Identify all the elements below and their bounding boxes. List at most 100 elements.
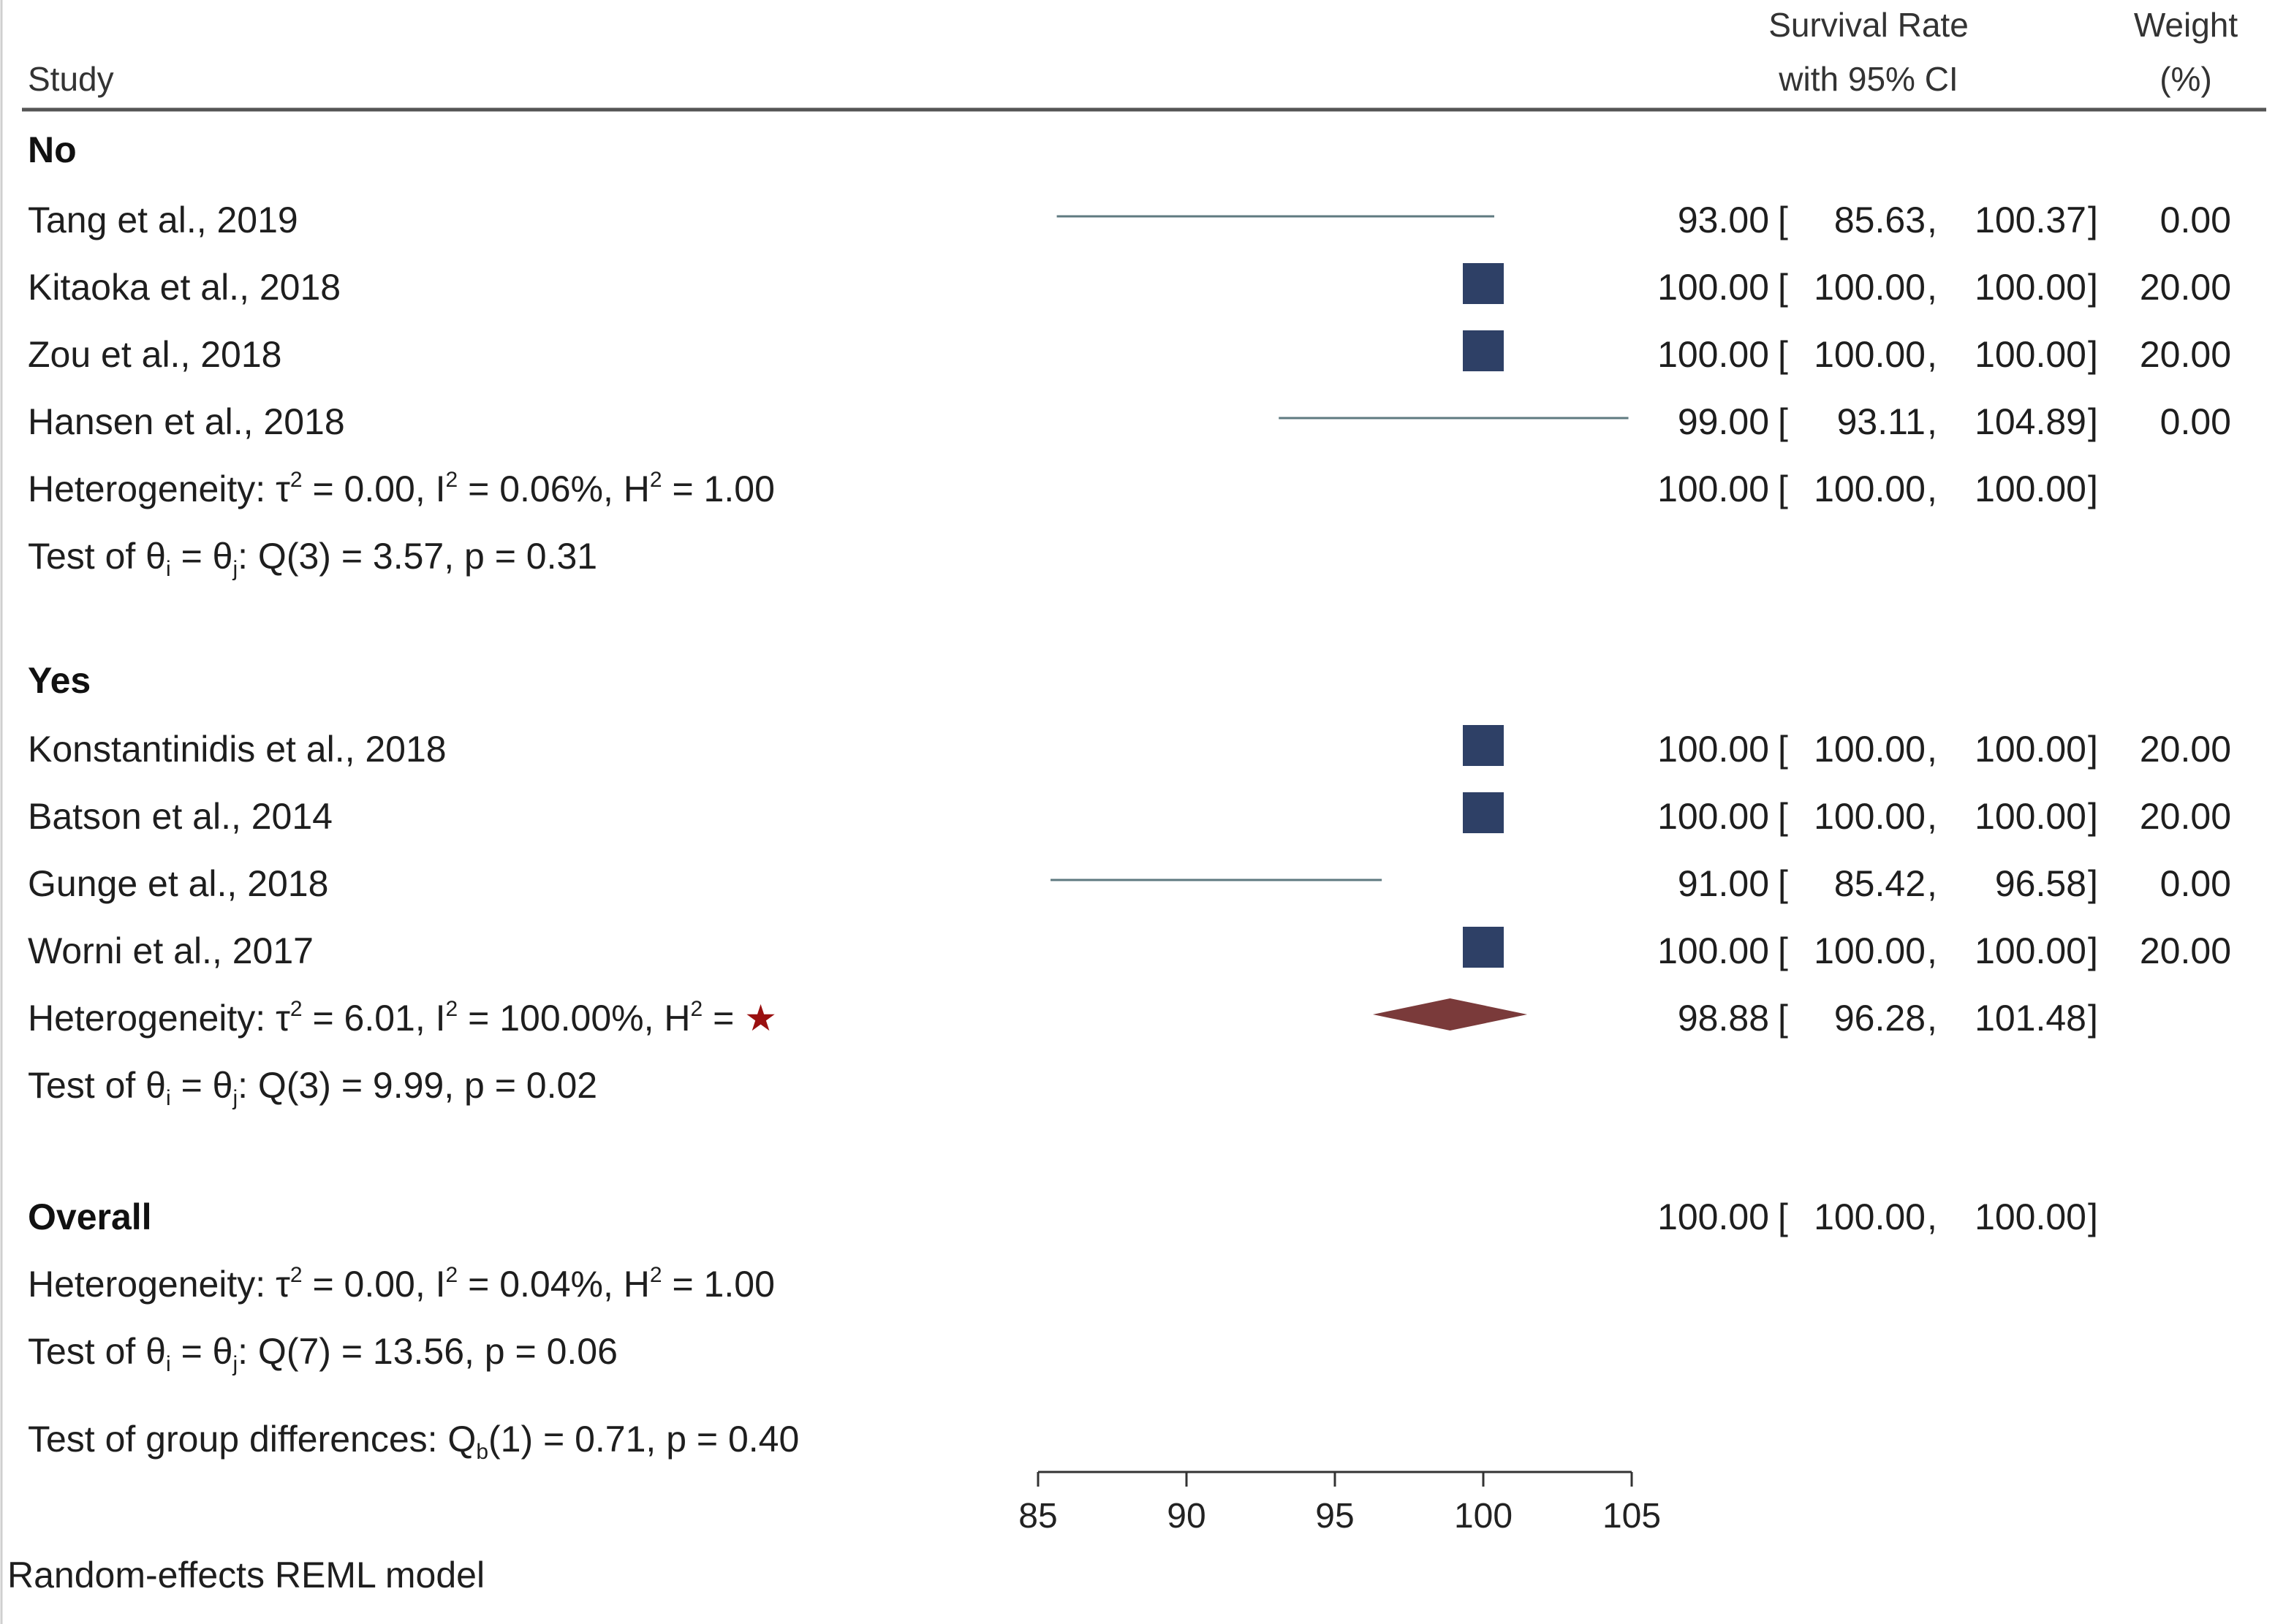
subtotal-diamond	[1372, 998, 1528, 1031]
subtotal-ci-low: 96.28	[1834, 998, 1926, 1039]
study-ci-comma: ,	[1927, 930, 1937, 971]
study-ci-open: [	[1778, 729, 1788, 770]
study-ci-low: 100.00	[1814, 930, 1926, 971]
study-ci-open: [	[1778, 930, 1788, 971]
study-ci-close: ]	[2088, 796, 2098, 837]
subtotal-estimate: 100.00	[1657, 468, 1769, 509]
study-marker-square	[1463, 263, 1504, 304]
x-tick-label: 90	[1167, 1497, 1205, 1536]
study-name: Hansen et al., 2018	[28, 401, 345, 442]
study-ci-high: 100.00	[1975, 334, 2086, 375]
x-tick-label: 95	[1315, 1497, 1354, 1536]
header-weight-unit: (%)	[2159, 60, 2212, 98]
study-ci-comma: ,	[1927, 334, 1937, 375]
subtotal-ci-open: [	[1778, 998, 1788, 1039]
group-label-no: No	[28, 129, 77, 170]
study-ci-comma: ,	[1927, 267, 1937, 308]
study-ci-comma: ,	[1927, 863, 1937, 904]
study-ci-close: ]	[2088, 267, 2098, 308]
study-ci-low: 100.00	[1814, 334, 1926, 375]
study-row: Tang et al., 2019 93.00 [ 85.63 , 100.37…	[28, 200, 2231, 240]
x-tick-label: 85	[1018, 1497, 1057, 1536]
subtotal-ci-low: 100.00	[1814, 468, 1926, 509]
header-ci: with 95% CI	[1778, 60, 1958, 98]
study-ci-high: 104.89	[1975, 401, 2086, 442]
study-row: Gunge et al., 2018 91.00 [ 85.42 , 96.58…	[28, 863, 2231, 904]
overall-ci-high: 100.00	[1975, 1196, 2086, 1237]
study-ci-open: [	[1778, 863, 1788, 904]
study-ci-low: 100.00	[1814, 729, 1926, 770]
study-name: Kitaoka et al., 2018	[28, 267, 341, 308]
study-estimate: 100.00	[1657, 796, 1769, 837]
study-estimate: 100.00	[1657, 729, 1769, 770]
overall-homogeneity-test: Test of θi = θj: Q(7) = 13.56, p = 0.06	[28, 1331, 618, 1376]
study-ci-high: 100.00	[1975, 729, 2086, 770]
study-estimate: 99.00	[1678, 401, 1769, 442]
study-ci-low: 85.63	[1834, 200, 1926, 240]
homogeneity-test: Test of θi = θj: Q(3) = 9.99, p = 0.02	[28, 1065, 597, 1110]
heterogeneity-stat: Heterogeneity: τ2 = 0.00, I2 = 0.06%, H2…	[28, 468, 775, 509]
study-name: Gunge et al., 2018	[28, 863, 328, 904]
subtotal-estimate: 98.88	[1678, 998, 1769, 1039]
study-marker-square	[1463, 330, 1504, 371]
overall-ci-open: [	[1778, 1196, 1788, 1237]
study-ci-low: 85.42	[1834, 863, 1926, 904]
study-ci-open: [	[1778, 334, 1788, 375]
study-ci-close: ]	[2088, 334, 2098, 375]
study-weight: 20.00	[2140, 334, 2231, 375]
subtotal-ci-high: 100.00	[1975, 468, 2086, 509]
overall-values: 100.00 [ 100.00 , 100.00 ]	[1657, 1196, 2098, 1237]
study-ci-open: [	[1778, 796, 1788, 837]
study-row: Kitaoka et al., 2018 100.00 [ 100.00 , 1…	[28, 267, 2231, 308]
study-estimate: 100.00	[1657, 334, 1769, 375]
group-label-overall: Overall	[28, 1196, 152, 1237]
study-ci-open: [	[1778, 267, 1788, 308]
study-name: Batson et al., 2014	[28, 796, 333, 837]
study-estimate: 93.00	[1678, 200, 1769, 240]
overall-ci-low: 100.00	[1814, 1196, 1926, 1237]
subtotal-ci-open: [	[1778, 468, 1788, 509]
study-name: Worni et al., 2017	[28, 930, 314, 971]
study-marker-square	[1463, 792, 1504, 833]
study-ci-close: ]	[2088, 401, 2098, 442]
x-tick-label: 100	[1454, 1497, 1513, 1536]
subtotal-ci-comma: ,	[1927, 998, 1937, 1039]
study-ci-open: [	[1778, 401, 1788, 442]
study-ci-open: [	[1778, 200, 1788, 240]
study-estimate: 100.00	[1657, 930, 1769, 971]
study-row: Worni et al., 2017 100.00 [ 100.00 , 100…	[28, 930, 2231, 971]
study-marker-square	[1463, 927, 1504, 968]
study-weight: 0.00	[2160, 863, 2231, 904]
study-ci-low: 100.00	[1814, 267, 1926, 308]
study-ci-comma: ,	[1927, 796, 1937, 837]
study-estimate: 91.00	[1678, 863, 1769, 904]
overall-ci-comma: ,	[1927, 1196, 1937, 1237]
study-ci-close: ]	[2088, 200, 2098, 240]
study-row: Zou et al., 2018 100.00 [ 100.00 , 100.0…	[28, 334, 2231, 375]
group-difference-test: Test of group differences: Qb(1) = 0.71,…	[28, 1419, 799, 1464]
study-ci-high: 100.00	[1975, 267, 2086, 308]
subtotal-values: 98.88 [ 96.28 , 101.48 ]	[1678, 998, 2098, 1039]
study-weight: 0.00	[2160, 401, 2231, 442]
subtotal-values: 100.00 [ 100.00 , 100.00 ]	[1657, 468, 2098, 509]
study-ci-comma: ,	[1927, 200, 1937, 240]
overall-estimate: 100.00	[1657, 1196, 1769, 1237]
group-label-yes: Yes	[28, 660, 91, 701]
header-survival-rate: Survival Rate	[1768, 6, 1969, 44]
heterogeneity-stat: Heterogeneity: τ2 = 6.01, I2 = 100.00%, …	[28, 997, 777, 1039]
subtotal-ci-close: ]	[2088, 998, 2098, 1039]
plot-marks	[1051, 215, 1629, 1031]
study-ci-low: 93.11	[1837, 401, 1926, 442]
overall-ci-close: ]	[2088, 1196, 2098, 1237]
x-axis-ticks: 85 90 95 100 105	[1018, 1472, 1661, 1536]
study-ci-high: 96.58	[1995, 863, 2086, 904]
study-row: Batson et al., 2014 100.00 [ 100.00 , 10…	[28, 796, 2231, 837]
study-name: Tang et al., 2019	[28, 200, 298, 240]
study-estimate: 100.00	[1657, 267, 1769, 308]
study-ci-low: 100.00	[1814, 796, 1926, 837]
subtotal-ci-close: ]	[2088, 468, 2098, 509]
study-ci-close: ]	[2088, 863, 2098, 904]
study-ci-high: 100.00	[1975, 796, 2086, 837]
subtotal-ci-comma: ,	[1927, 468, 1937, 509]
study-weight: 20.00	[2140, 796, 2231, 837]
